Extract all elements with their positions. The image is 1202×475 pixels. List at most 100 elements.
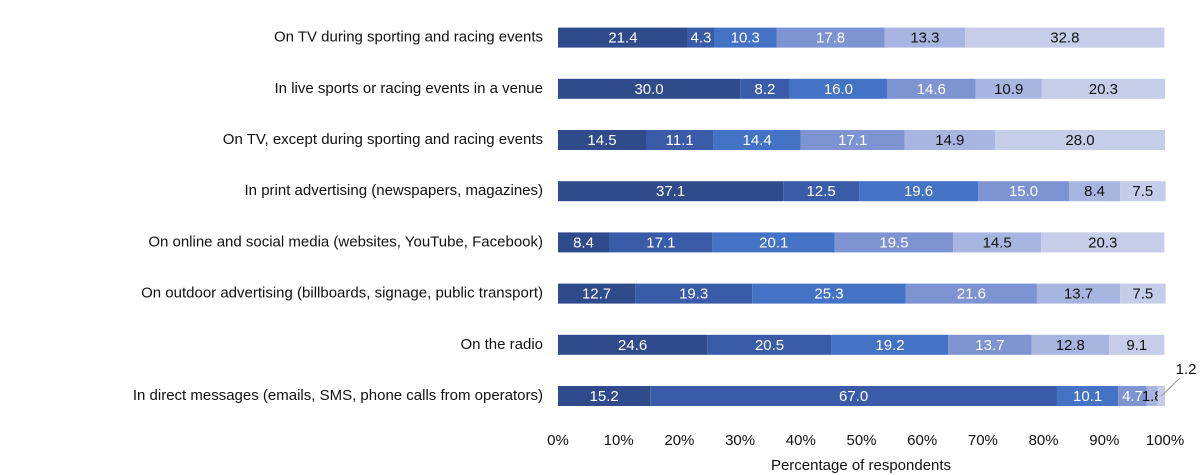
x-tick-label: 100% [1146, 432, 1184, 449]
data-label: 24.6 [618, 337, 647, 354]
bar-segment [558, 334, 708, 355]
bar-segment [635, 283, 753, 304]
data-label: 19.5 [879, 234, 908, 251]
bar-segment [687, 27, 714, 48]
data-label: 67.0 [839, 388, 868, 405]
y-tick-label: On TV during sporting and racing events [274, 29, 543, 46]
y-tick-label: On TV, except during sporting and racing… [223, 131, 543, 148]
bar-segment [558, 283, 636, 304]
bar-segment [558, 181, 784, 202]
bar-segment [975, 78, 1042, 99]
data-label: 16.0 [824, 81, 853, 98]
bar-segment [558, 386, 651, 406]
x-tick-label: 70% [968, 432, 998, 449]
data-label: 12.5 [807, 183, 836, 200]
data-label: 13.7 [1064, 286, 1093, 303]
x-tick-label: 90% [1089, 432, 1119, 449]
bar-segment [905, 283, 1037, 304]
x-tick-label: 60% [907, 432, 937, 449]
data-label: 28.0 [1065, 132, 1094, 149]
data-label: 7.5 [1132, 286, 1153, 303]
data-label: 14.5 [983, 234, 1012, 251]
bar-segment [859, 181, 979, 202]
bar-segment [712, 232, 835, 253]
data-label: 13.7 [975, 337, 1004, 354]
bar-segment [1157, 386, 1165, 406]
bar-segment [1120, 283, 1166, 304]
data-label: 1.8 [1142, 388, 1163, 405]
bar-segment [995, 130, 1165, 150]
data-label: 15.0 [1009, 183, 1038, 200]
bar-segment [948, 334, 1032, 355]
bar-segment [1041, 78, 1165, 99]
data-label: 10.1 [1073, 388, 1102, 405]
data-label: 19.3 [679, 286, 708, 303]
bar-segment [752, 283, 906, 304]
data-label: 11.1 [666, 132, 694, 149]
data-label: 20.5 [755, 337, 784, 354]
data-label: 8.4 [1084, 183, 1105, 200]
data-label: 12.7 [582, 286, 611, 303]
data-label: 21.6 [957, 286, 986, 303]
y-tick-label: On online and social media (websites, Yo… [148, 233, 543, 250]
x-tick-label: 10% [604, 432, 634, 449]
bar-segment [1146, 386, 1158, 406]
x-tick-label: 0% [547, 432, 569, 449]
y-tick-label: In direct messages (emails, SMS, phone c… [133, 387, 543, 404]
data-label: 8.4 [573, 234, 594, 251]
bar-segment [1120, 181, 1166, 202]
bar-segment [1031, 334, 1110, 355]
x-tick-label: 20% [664, 432, 694, 449]
data-label: 20.3 [1088, 234, 1117, 251]
x-tick-label: 50% [846, 432, 876, 449]
bar-segment [800, 130, 905, 150]
bar-segment [1056, 386, 1119, 406]
data-label: 17.1 [838, 132, 867, 149]
data-label: 12.8 [1056, 337, 1085, 354]
data-label: 17.1 [646, 234, 675, 251]
bar-segment [965, 27, 1165, 48]
data-label: 20.1 [759, 234, 788, 251]
y-tick-label: In live sports or racing events in a ven… [275, 80, 543, 97]
data-label: 25.3 [814, 286, 843, 303]
bar-segment [713, 27, 777, 48]
bar-segment [776, 27, 885, 48]
bar-segment [953, 232, 1042, 253]
data-label: 7.5 [1132, 183, 1153, 200]
bar-segment [608, 232, 713, 253]
data-label: 14.6 [917, 81, 946, 98]
x-tick-label: 80% [1029, 432, 1059, 449]
bar-segment [886, 78, 976, 99]
x-tick-label: 40% [786, 432, 816, 449]
data-label: 19.2 [875, 337, 904, 354]
data-label: 30.0 [634, 81, 663, 98]
bar-segment [740, 78, 790, 99]
data-label: 13.3 [910, 30, 939, 47]
y-tick-label: On the radio [460, 336, 543, 353]
data-label: 10.3 [731, 30, 760, 47]
data-label: 32.8 [1050, 30, 1079, 47]
data-label: 15.2 [590, 388, 619, 405]
data-label: 37.1 [656, 183, 685, 200]
bar-segment [650, 386, 1057, 406]
x-axis-title: Percentage of respondents [771, 457, 951, 474]
bar-segment [1041, 232, 1165, 253]
bar-segment [558, 78, 741, 99]
bar-segment [834, 232, 954, 253]
bar-segment [783, 181, 860, 202]
data-label: 4.3 [691, 30, 712, 47]
data-label: 14.9 [935, 132, 964, 149]
bar-segment [831, 334, 949, 355]
data-label: 14.5 [587, 132, 616, 149]
data-label: 19.6 [904, 183, 933, 200]
data-label: 10.9 [994, 81, 1023, 98]
leader-line [1161, 377, 1181, 397]
bar-segment [707, 334, 832, 355]
bar-segment [558, 27, 688, 48]
y-tick-label: On outdoor advertising (billboards, sign… [141, 285, 543, 302]
data-label: 8.2 [755, 81, 776, 98]
data-label: 21.4 [608, 30, 637, 47]
x-tick-label: 30% [725, 432, 755, 449]
bar-segment [646, 130, 714, 150]
data-label: 14.4 [742, 132, 771, 149]
